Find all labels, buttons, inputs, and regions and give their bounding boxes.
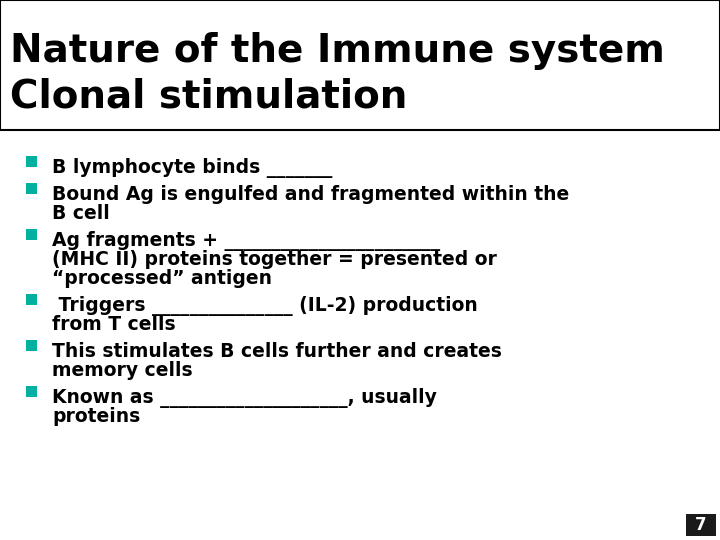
- Text: memory cells: memory cells: [52, 361, 193, 380]
- Text: This stimulates B cells further and creates: This stimulates B cells further and crea…: [52, 342, 502, 361]
- Bar: [0, 0, 720, 130]
- Bar: [26, 229, 37, 240]
- Text: Ag fragments + _______________________: Ag fragments + _______________________: [52, 231, 440, 251]
- Text: from T cells: from T cells: [52, 315, 176, 334]
- Text: Triggers _______________ (IL-2) production: Triggers _______________ (IL-2) producti…: [52, 296, 478, 316]
- Text: Clonal stimulation: Clonal stimulation: [10, 78, 408, 116]
- Text: proteins: proteins: [52, 407, 140, 426]
- Bar: [26, 183, 37, 194]
- Text: “processed” antigen: “processed” antigen: [52, 269, 272, 288]
- Bar: [26, 340, 37, 351]
- Bar: [26, 386, 37, 397]
- Text: Bound Ag is engulfed and fragmented within the: Bound Ag is engulfed and fragmented with…: [52, 185, 570, 204]
- Bar: [26, 294, 37, 305]
- Bar: [26, 156, 37, 167]
- Text: Nature of the Immune system: Nature of the Immune system: [10, 32, 665, 70]
- Text: B cell: B cell: [52, 204, 109, 223]
- Text: 7: 7: [696, 516, 707, 534]
- Bar: [686, 514, 716, 536]
- Text: Known as ____________________, usually: Known as ____________________, usually: [52, 388, 437, 408]
- Text: (MHC II) proteins together = presented or: (MHC II) proteins together = presented o…: [52, 250, 497, 269]
- Text: B lymphocyte binds _______: B lymphocyte binds _______: [52, 158, 333, 178]
